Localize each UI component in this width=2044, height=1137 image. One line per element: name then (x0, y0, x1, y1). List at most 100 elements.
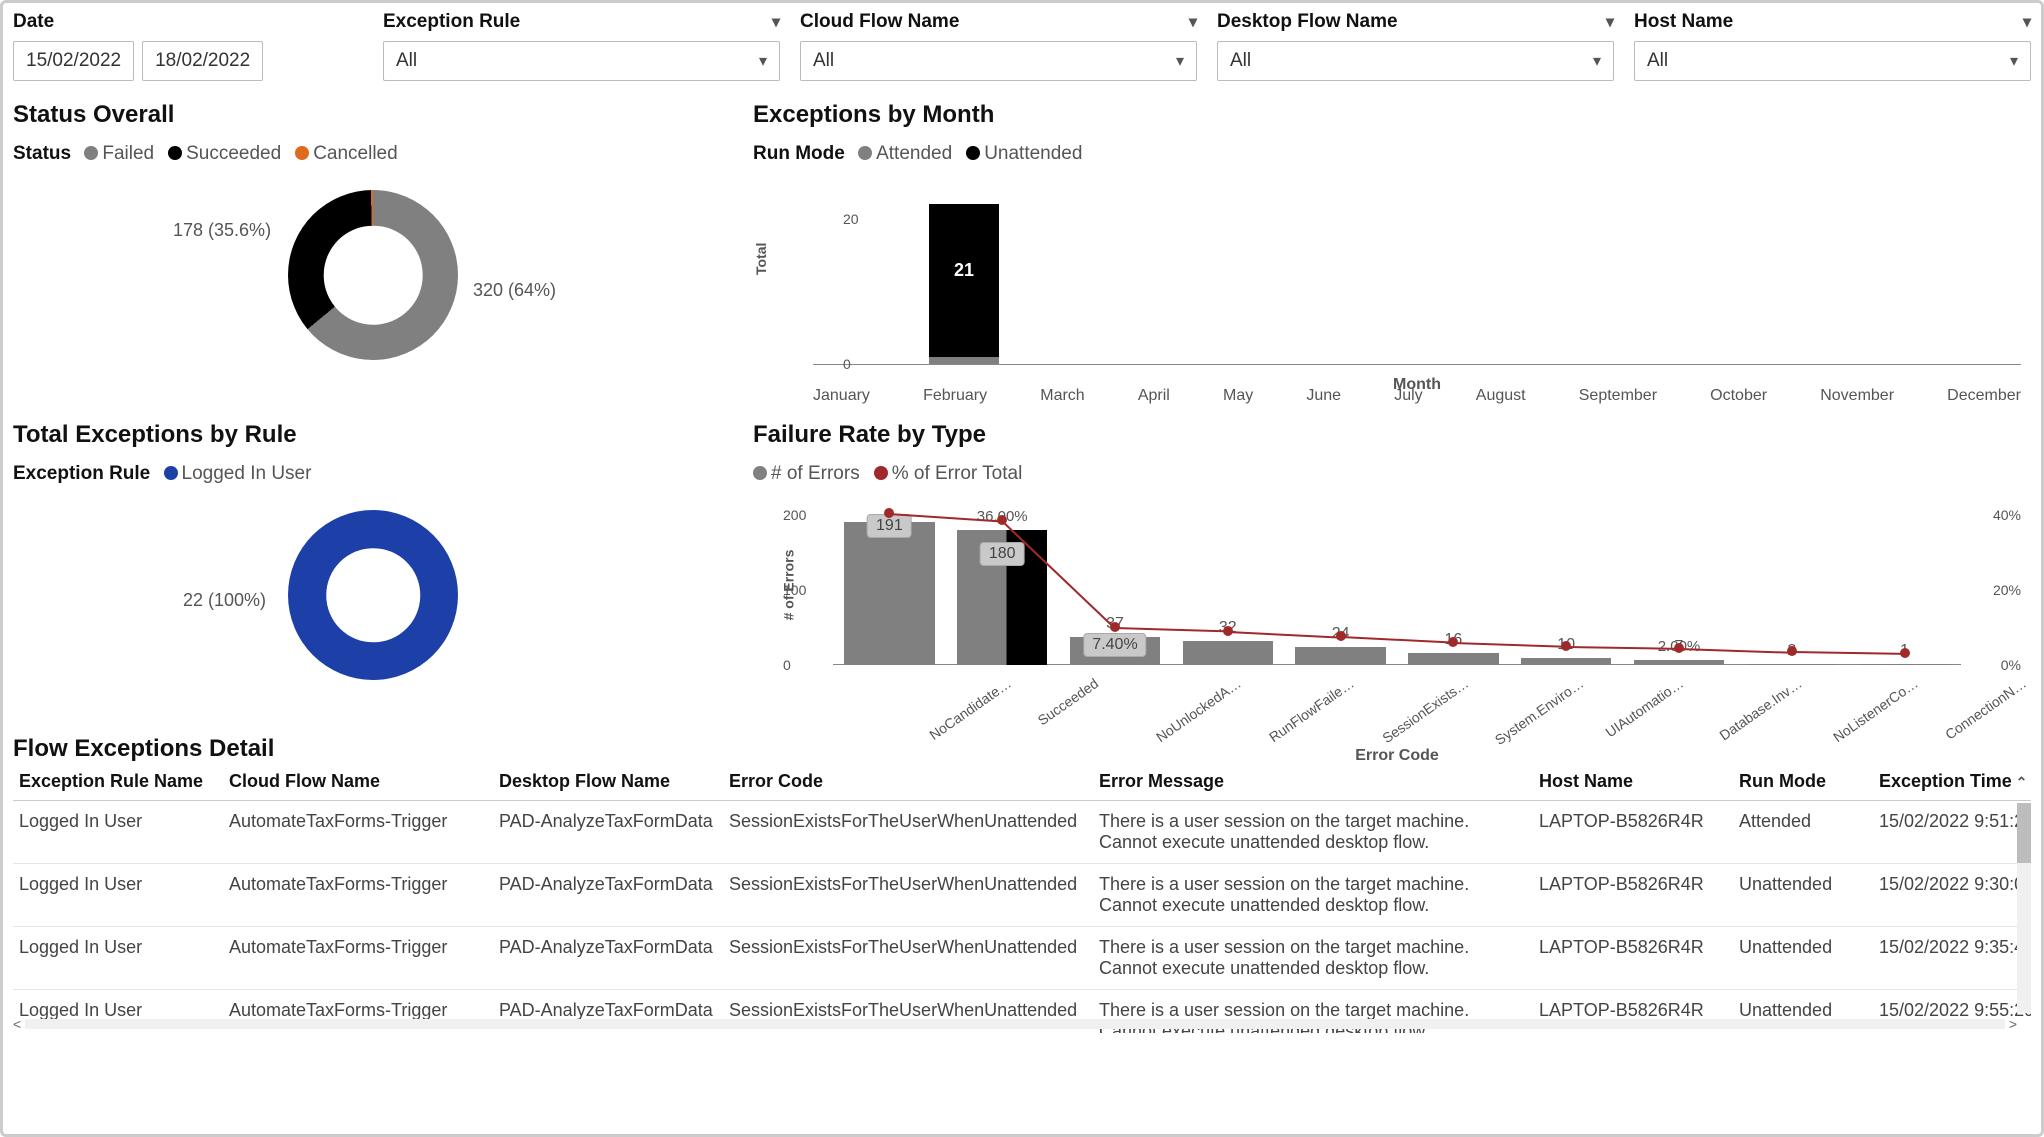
date-from-input[interactable]: 15/02/2022 (13, 41, 134, 81)
pareto-bar[interactable]: 2 (1747, 664, 1837, 666)
filter-cloud-flow: Cloud Flow Name ▾ All ▾ (800, 11, 1197, 81)
scroll-right-icon[interactable]: > (2009, 1016, 2017, 1032)
table-header[interactable]: Desktop Flow Name (493, 763, 723, 801)
pareto-point[interactable] (1448, 637, 1458, 647)
month-tick: March (1040, 387, 1084, 405)
table-cell: Logged In User (13, 927, 223, 990)
table-cell: PAD-AnalyzeTaxFormData (493, 927, 723, 990)
table-cell: LAPTOP-B5826R4R (1533, 927, 1733, 990)
donut-callout: 22 (100%) (183, 590, 266, 611)
pareto-bar[interactable]: 191 (844, 522, 934, 665)
host-dropdown[interactable]: All ▾ (1634, 41, 2031, 81)
pareto-point[interactable] (997, 515, 1007, 525)
panel-exceptions-by-month: Exceptions by Month Run Mode AttendedUna… (753, 101, 2031, 421)
pareto-xlabel: Database.Inv… (1716, 675, 1804, 743)
chevron-down-icon[interactable]: ▾ (1189, 12, 1197, 32)
failure-rate-chart[interactable]: # of Errors 01002000%20%40%19118036.00%3… (753, 495, 2031, 745)
pareto-point[interactable] (1223, 626, 1233, 636)
table-cell: Logged In User (13, 864, 223, 927)
cloud-flow-value: All (813, 50, 834, 72)
pareto-point[interactable] (884, 508, 894, 518)
table-header[interactable]: Cloud Flow Name (223, 763, 493, 801)
month-tick: July (1394, 387, 1422, 405)
pareto-point[interactable] (1900, 648, 1910, 658)
table-row[interactable]: Logged In UserAutomateTaxForms-TriggerPA… (13, 801, 2031, 864)
panel-exceptions-by-rule: Total Exceptions by Rule Exception Rule … (13, 421, 733, 721)
table-header[interactable]: Host Name (1533, 763, 1733, 801)
exceptions-month-title: Exceptions by Month (753, 101, 2031, 129)
exceptions-month-chart[interactable]: Total Month 020 21 JanuaryFebruaryMarchA… (753, 175, 2031, 415)
rule-donut-chart[interactable]: 22 (100%) (13, 485, 733, 705)
scroll-left-icon[interactable]: < (13, 1016, 21, 1032)
cloud-flow-dropdown[interactable]: All ▾ (800, 41, 1197, 81)
panel-status-overall: Status Overall Status FailedSucceededCan… (13, 101, 733, 421)
table-header[interactable]: Run Mode (1733, 763, 1873, 801)
pareto-bar[interactable]: 24 (1295, 647, 1385, 665)
legend-item[interactable]: % of Error Total (874, 463, 1023, 484)
filter-bar: Date 15/02/2022 18/02/2022 Exception Rul… (3, 3, 2041, 101)
legend-item[interactable]: Logged In User (164, 463, 312, 484)
pareto-bar[interactable]: 16 (1408, 653, 1498, 665)
table-cell: SessionExistsForTheUserWhenUnattended (723, 801, 1093, 864)
horizontal-scrollbar[interactable]: < > (13, 1015, 2017, 1033)
table-header[interactable]: Exception Rule Name (13, 763, 223, 801)
legend-item[interactable]: # of Errors (753, 463, 860, 484)
table-cell: SessionExistsForTheUserWhenUnattended (723, 864, 1093, 927)
exception-rule-value: All (396, 50, 417, 72)
failure-legend: # of Errors % of Error Total (753, 463, 2031, 485)
pareto-xlabel: NoCandidate… (927, 675, 1015, 743)
chevron-down-icon[interactable]: ▾ (1606, 12, 1614, 32)
desktop-flow-dropdown[interactable]: All ▾ (1217, 41, 1614, 81)
table-row[interactable]: Logged In UserAutomateTaxForms-TriggerPA… (13, 927, 2031, 990)
pareto-xlabel: RunFlowFaile… (1266, 675, 1357, 745)
scroll-thumb[interactable] (2017, 803, 2031, 863)
table-row[interactable]: Logged In UserAutomateTaxForms-TriggerPA… (13, 864, 2031, 927)
exception-rule-dropdown[interactable]: All ▾ (383, 41, 780, 81)
table-header[interactable]: Error Code (723, 763, 1093, 801)
host-value: All (1647, 50, 1668, 72)
table-cell: 15/02/2022 9:35:43 P (1873, 927, 2031, 990)
table-header[interactable]: Exception Time ⌃ (1873, 763, 2031, 801)
pareto-bar[interactable]: 1 (1859, 664, 1949, 665)
table-cell: Attended (1733, 801, 1873, 864)
chevron-down-icon: ▾ (759, 51, 767, 71)
table-cell: LAPTOP-B5826R4R (1533, 864, 1733, 927)
pareto-xlabel: UIAutomatio… (1603, 675, 1687, 740)
filter-exception-rule-label: Exception Rule (383, 11, 520, 33)
legend-item[interactable]: Unattended (966, 143, 1082, 164)
desktop-flow-value: All (1230, 50, 1251, 72)
status-donut-chart[interactable]: 320 (64%)178 (35.6%) (13, 165, 733, 385)
pareto-xlabel: ConnectionN… (1942, 675, 2029, 743)
legend-item[interactable]: Cancelled (295, 143, 398, 164)
pareto-bar[interactable]: 10 (1521, 658, 1611, 666)
month-tick: February (923, 387, 987, 405)
table-cell: Unattended (1733, 927, 1873, 990)
scroll-track[interactable] (25, 1019, 2005, 1029)
legend-item[interactable]: Attended (858, 143, 952, 164)
table-cell: There is a user session on the target ma… (1093, 927, 1533, 990)
pareto-xlabel: NoUnlockedA… (1153, 675, 1244, 745)
pareto-bar[interactable]: 377.40% (1070, 637, 1160, 665)
month-tick: April (1138, 387, 1170, 405)
vertical-scrollbar[interactable] (2017, 803, 2031, 1013)
pareto-point[interactable] (1787, 646, 1797, 656)
date-to-input[interactable]: 18/02/2022 (142, 41, 263, 81)
chevron-down-icon: ▾ (2010, 51, 2018, 71)
filter-date: Date 15/02/2022 18/02/2022 (13, 11, 363, 81)
table-header[interactable]: Error Message (1093, 763, 1533, 801)
pareto-point[interactable] (1674, 643, 1684, 653)
pareto-bar[interactable]: 72.00% (1634, 660, 1724, 665)
pareto-point[interactable] (1561, 641, 1571, 651)
month-bar[interactable]: 21 (929, 204, 999, 364)
chevron-down-icon[interactable]: ▾ (772, 12, 780, 32)
table-cell: AutomateTaxForms-Trigger (223, 801, 493, 864)
table-cell: There is a user session on the target ma… (1093, 864, 1533, 927)
chevron-down-icon[interactable]: ▾ (2023, 12, 2031, 32)
pareto-point[interactable] (1336, 631, 1346, 641)
legend-item[interactable]: Succeeded (168, 143, 281, 164)
legend-item[interactable]: Failed (84, 143, 154, 164)
pareto-bar[interactable]: 32 (1183, 641, 1273, 665)
flow-detail-table[interactable]: Exception Rule NameCloud Flow NameDeskto… (13, 763, 2031, 1033)
pareto-point[interactable] (1110, 622, 1120, 632)
table-cell: Unattended (1733, 864, 1873, 927)
